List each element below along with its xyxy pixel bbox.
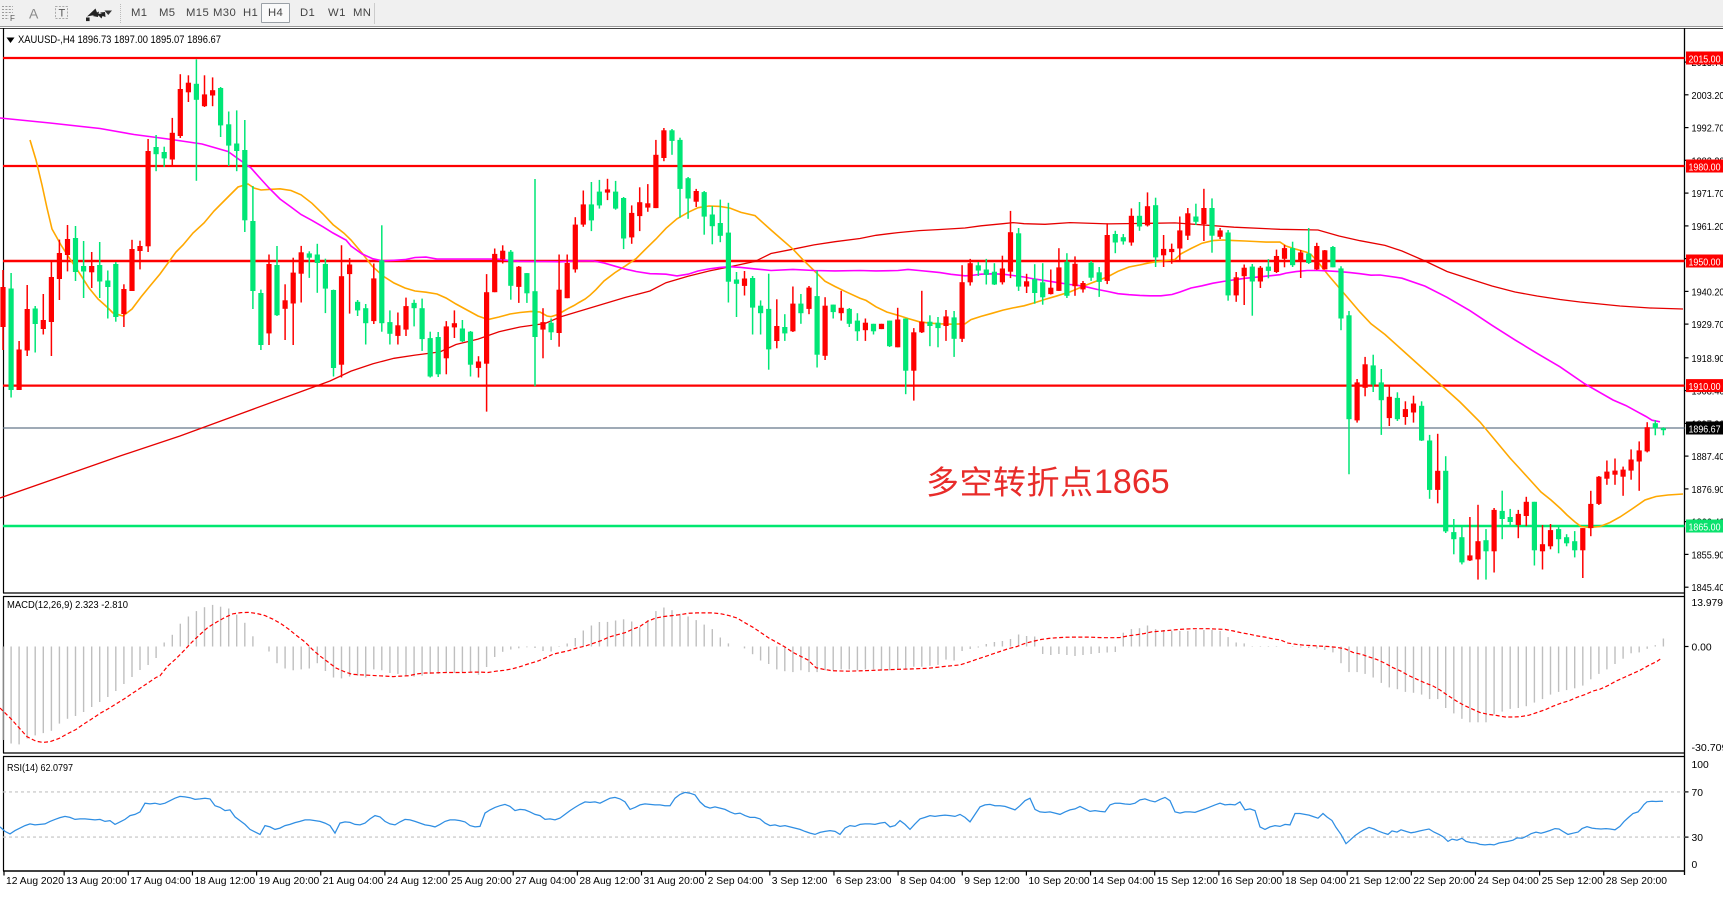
svg-text:30: 30 — [1692, 833, 1704, 844]
svg-text:1896.67: 1896.67 — [1689, 425, 1721, 436]
svg-text:21 Sep 12:00: 21 Sep 12:00 — [1349, 876, 1411, 887]
svg-text:18 Sep 04:00: 18 Sep 04:00 — [1285, 876, 1347, 887]
svg-text:1845.40: 1845.40 — [1692, 583, 1723, 594]
svg-text:1855.90: 1855.90 — [1692, 550, 1723, 561]
svg-text:70: 70 — [1692, 788, 1704, 799]
svg-text:1992.70: 1992.70 — [1692, 124, 1723, 135]
svg-text:28 Aug 12:00: 28 Aug 12:00 — [579, 876, 640, 887]
svg-text:1910.00: 1910.00 — [1689, 382, 1721, 393]
svg-text:13 Aug 20:00: 13 Aug 20:00 — [66, 876, 127, 887]
svg-text:1940.20: 1940.20 — [1692, 287, 1723, 298]
svg-text:A: A — [29, 6, 39, 22]
svg-text:XAUUSD-,H4 1896.73 1897.00 18: XAUUSD-,H4 1896.73 1897.00 1895.07 1896.… — [18, 34, 221, 46]
svg-text:2 Sep 04:00: 2 Sep 04:00 — [708, 876, 764, 887]
svg-text:13.979: 13.979 — [1692, 598, 1723, 609]
svg-text:0.00: 0.00 — [1692, 643, 1712, 654]
svg-text:25 Sep 12:00: 25 Sep 12:00 — [1542, 876, 1604, 887]
svg-text:10 Sep 20:00: 10 Sep 20:00 — [1028, 876, 1090, 887]
svg-text:1865.00: 1865.00 — [1689, 523, 1721, 534]
svg-text:25 Aug 20:00: 25 Aug 20:00 — [451, 876, 512, 887]
svg-text:21 Aug 04:00: 21 Aug 04:00 — [323, 876, 384, 887]
svg-text:1918.90: 1918.90 — [1692, 354, 1723, 365]
svg-text:12 Aug 2020: 12 Aug 2020 — [6, 876, 64, 887]
svg-text:1876.90: 1876.90 — [1692, 485, 1723, 496]
svg-text:14 Sep 04:00: 14 Sep 04:00 — [1093, 876, 1155, 887]
svg-text:24 Aug 12:00: 24 Aug 12:00 — [387, 876, 448, 887]
svg-text:3 Sep 12:00: 3 Sep 12:00 — [772, 876, 828, 887]
svg-text:1971.70: 1971.70 — [1692, 189, 1723, 200]
svg-text:1980.00: 1980.00 — [1689, 163, 1721, 174]
svg-text:27 Aug 04:00: 27 Aug 04:00 — [515, 876, 576, 887]
svg-text:24 Sep 04:00: 24 Sep 04:00 — [1477, 876, 1539, 887]
svg-text:15 Sep 12:00: 15 Sep 12:00 — [1157, 876, 1219, 887]
svg-text:16 Sep 20:00: 16 Sep 20:00 — [1221, 876, 1283, 887]
svg-text:9 Sep 12:00: 9 Sep 12:00 — [964, 876, 1020, 887]
svg-text:28 Sep 20:00: 28 Sep 20:00 — [1606, 876, 1668, 887]
svg-text:0: 0 — [1692, 860, 1698, 871]
svg-text:18 Aug 12:00: 18 Aug 12:00 — [194, 876, 255, 887]
svg-text:RSI(14) 62.0797: RSI(14) 62.0797 — [7, 763, 73, 774]
svg-text:T: T — [59, 8, 66, 20]
svg-text:MACD(12,26,9) 2.323 -2.810: MACD(12,26,9) 2.323 -2.810 — [7, 600, 128, 611]
svg-text:17 Aug 04:00: 17 Aug 04:00 — [130, 876, 191, 887]
svg-text:6 Sep 23:00: 6 Sep 23:00 — [836, 876, 892, 887]
svg-text:F: F — [10, 14, 15, 23]
svg-text:100: 100 — [1692, 760, 1709, 771]
svg-text:2003.20: 2003.20 — [1692, 91, 1723, 102]
svg-text:2015.00: 2015.00 — [1689, 55, 1721, 66]
svg-text:1929.70: 1929.70 — [1692, 320, 1723, 331]
svg-text:1887.40: 1887.40 — [1692, 452, 1723, 463]
svg-text:22 Sep 20:00: 22 Sep 20:00 — [1413, 876, 1475, 887]
svg-text:1961.20: 1961.20 — [1692, 222, 1723, 233]
svg-text:8 Sep 04:00: 8 Sep 04:00 — [900, 876, 956, 887]
svg-text:31 Aug 20:00: 31 Aug 20:00 — [644, 876, 705, 887]
svg-text:1950.00: 1950.00 — [1689, 258, 1721, 269]
svg-text:-30.709: -30.709 — [1692, 743, 1723, 754]
svg-text:1865: 1865 — [1094, 463, 1170, 501]
svg-text:19 Aug 20:00: 19 Aug 20:00 — [259, 876, 320, 887]
